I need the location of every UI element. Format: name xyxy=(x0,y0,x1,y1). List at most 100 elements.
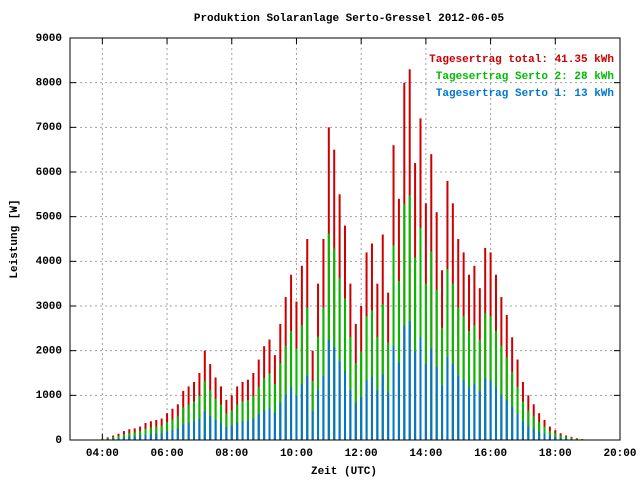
bar xyxy=(441,327,444,440)
bar xyxy=(505,357,508,440)
bar xyxy=(365,316,368,440)
y-tick-label: 7000 xyxy=(36,122,62,134)
bar xyxy=(279,363,282,440)
bar xyxy=(284,394,287,440)
bar xyxy=(155,433,158,440)
bar xyxy=(290,331,293,440)
y-tick-label: 0 xyxy=(55,435,62,447)
x-tick-label: 04:00 xyxy=(86,448,119,460)
bar xyxy=(317,336,320,440)
bar xyxy=(462,316,465,440)
y-tick-label: 6000 xyxy=(36,167,62,179)
bar xyxy=(300,384,303,440)
bar xyxy=(446,268,449,440)
bar xyxy=(419,227,422,440)
bar xyxy=(338,277,341,440)
bar xyxy=(414,257,417,440)
bar xyxy=(290,387,293,440)
bar xyxy=(273,412,276,440)
bar xyxy=(354,363,357,440)
bar xyxy=(457,375,460,440)
bar xyxy=(252,395,255,440)
bar xyxy=(376,389,379,440)
bar xyxy=(122,437,125,440)
x-tick-label: 10:00 xyxy=(280,448,313,460)
bar xyxy=(214,398,217,440)
bar xyxy=(166,431,169,440)
bar xyxy=(112,438,115,440)
bar xyxy=(160,425,163,440)
bar xyxy=(527,410,530,440)
bar xyxy=(122,434,125,440)
bar xyxy=(252,418,255,440)
bar xyxy=(333,248,336,440)
bar xyxy=(543,426,546,440)
bar xyxy=(521,421,524,440)
x-tick-label: 16:00 xyxy=(474,448,507,460)
bar xyxy=(468,387,471,440)
bar xyxy=(327,233,330,440)
bar xyxy=(187,423,190,440)
bar xyxy=(521,401,524,440)
bar xyxy=(209,415,212,440)
bar xyxy=(214,419,217,440)
bar xyxy=(182,407,185,440)
bar xyxy=(527,425,530,440)
bar xyxy=(360,397,363,440)
bar xyxy=(538,422,541,440)
bar xyxy=(354,402,357,440)
bar xyxy=(484,313,487,440)
bar xyxy=(311,381,314,440)
bar xyxy=(317,389,320,440)
y-axis-label: Leistung [W] xyxy=(9,199,21,278)
y-tick-label: 4000 xyxy=(36,256,62,268)
legend-entry: Tagesertrag total: 41.35 kWh xyxy=(429,54,614,66)
bar xyxy=(387,392,390,440)
bar xyxy=(457,307,460,440)
bar xyxy=(489,316,492,440)
bar xyxy=(494,331,497,440)
x-tick-label: 06:00 xyxy=(151,448,184,460)
bar xyxy=(489,380,492,440)
bar xyxy=(333,347,336,440)
bar xyxy=(451,364,454,440)
bar xyxy=(397,280,400,440)
bar xyxy=(451,283,454,440)
bar xyxy=(468,331,471,440)
bar xyxy=(344,371,346,440)
bar xyxy=(543,433,546,440)
bar xyxy=(462,380,465,440)
bar xyxy=(478,339,481,440)
bar xyxy=(392,245,395,440)
bar xyxy=(435,367,438,440)
bar xyxy=(559,437,562,440)
bar xyxy=(187,404,190,440)
bar xyxy=(403,325,406,440)
y-tick-label: 9000 xyxy=(36,33,62,45)
y-tick-label: 2000 xyxy=(36,346,62,358)
bar xyxy=(473,384,476,440)
bar xyxy=(322,307,325,440)
plot-frame xyxy=(69,37,621,441)
bar xyxy=(112,436,115,440)
bar xyxy=(198,418,201,440)
bar xyxy=(338,361,341,440)
bar xyxy=(565,436,568,440)
legend-entry: Tagesertrag Serto 1: 13 kWh xyxy=(436,88,614,100)
bar xyxy=(430,348,433,440)
bar xyxy=(322,375,325,440)
bar xyxy=(263,377,266,440)
bar xyxy=(182,424,185,440)
bar xyxy=(306,375,309,440)
bar xyxy=(144,434,147,440)
bar xyxy=(171,419,174,440)
bar xyxy=(570,437,573,440)
bar xyxy=(548,435,551,440)
y-tick-label: 5000 xyxy=(36,212,62,224)
bar xyxy=(133,432,136,440)
bar xyxy=(241,401,244,440)
bar xyxy=(408,321,411,440)
bar xyxy=(511,372,514,440)
bar xyxy=(505,399,508,440)
